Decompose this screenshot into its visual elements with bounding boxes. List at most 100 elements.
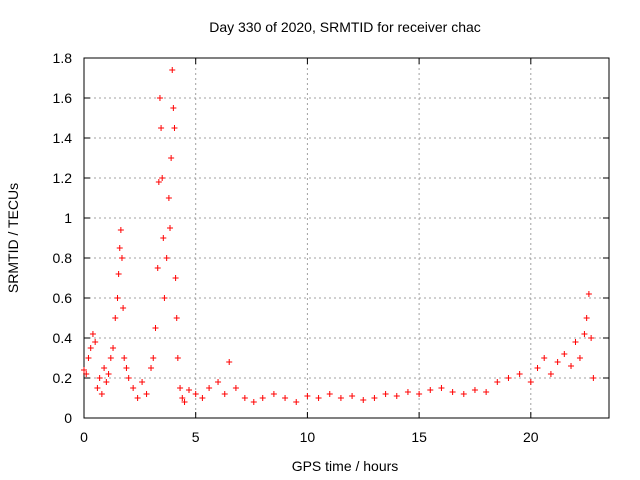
y-tick-label: 0.6 <box>53 290 73 306</box>
data-point <box>125 375 132 381</box>
data-point <box>89 331 96 337</box>
data-point <box>547 371 554 377</box>
y-tick-label: 0.8 <box>53 250 73 266</box>
data-point <box>117 227 124 233</box>
data-point <box>156 95 163 101</box>
data-point <box>583 315 590 321</box>
data-point <box>116 245 123 251</box>
y-tick-label: 1.8 <box>53 50 73 66</box>
data-point <box>250 399 257 405</box>
data-point <box>516 371 523 377</box>
data-point <box>107 355 114 361</box>
data-point <box>105 371 112 377</box>
data-point <box>110 345 117 351</box>
data-point <box>494 379 501 385</box>
data-point <box>120 305 127 311</box>
data-point <box>270 391 277 397</box>
chart-title: Day 330 of 2020, SRMTID for receiver cha… <box>209 19 481 35</box>
data-point <box>170 105 177 111</box>
data-point <box>576 355 583 361</box>
data-point <box>585 291 592 297</box>
grid-layer <box>84 58 609 418</box>
x-tick-label: 15 <box>411 429 427 445</box>
data-point <box>304 393 311 399</box>
data-point <box>121 355 128 361</box>
data-point <box>114 295 121 301</box>
data-point <box>572 339 579 345</box>
data-point <box>169 67 176 73</box>
data-point <box>92 339 99 345</box>
data-point <box>174 355 181 361</box>
data-point <box>541 355 548 361</box>
x-axis-label: GPS time / hours <box>292 458 399 474</box>
data-point <box>115 271 122 277</box>
data-point <box>393 393 400 399</box>
data-point <box>171 125 178 131</box>
data-point <box>438 385 445 391</box>
tick-layer: 0 0.2 0.4 0.6 0.8 1 1.2 1.4 1.6 1.8 0 5 10 15 20 <box>53 50 609 445</box>
data-point <box>179 395 186 401</box>
data-point <box>134 395 141 401</box>
data-point <box>186 387 192 393</box>
data-point <box>94 385 101 391</box>
data-point <box>139 379 146 385</box>
data-point <box>534 365 541 371</box>
data-point <box>167 225 174 231</box>
data-point <box>349 393 356 399</box>
data-point <box>371 395 378 401</box>
data-point <box>101 365 108 371</box>
data-point <box>215 379 222 385</box>
series-srmtid <box>81 67 597 405</box>
x-tick-label: 10 <box>300 429 316 445</box>
data-point <box>130 385 137 391</box>
data-point <box>163 255 170 261</box>
y-tick-label: 1.2 <box>53 170 73 186</box>
data-point <box>172 275 179 281</box>
data-point <box>416 391 423 397</box>
data-point <box>259 395 266 401</box>
data-point <box>98 391 105 397</box>
x-tick-label: 5 <box>192 429 200 445</box>
data-point <box>112 315 119 321</box>
data-point <box>337 395 344 401</box>
y-tick-label: 1.4 <box>53 130 73 146</box>
data-point <box>192 391 199 397</box>
data-point <box>241 395 248 401</box>
x-tick-label: 20 <box>523 429 539 445</box>
data-point <box>173 315 180 321</box>
data-point <box>232 385 239 391</box>
data-point <box>123 365 130 371</box>
data-point <box>83 371 90 377</box>
y-tick-label: 0.4 <box>53 330 73 346</box>
data-point <box>382 391 389 397</box>
data-point <box>206 385 213 391</box>
data-point <box>152 325 159 331</box>
data-point <box>404 389 411 395</box>
data-point <box>159 175 166 181</box>
data-point <box>590 375 597 381</box>
data-point <box>96 375 103 381</box>
data-point <box>554 359 561 365</box>
data-point <box>226 359 233 365</box>
data-point <box>581 331 588 337</box>
plot-frame <box>83 57 610 419</box>
data-point <box>168 155 175 161</box>
data-point <box>293 399 300 405</box>
data-point <box>155 179 162 185</box>
data-point <box>87 345 94 351</box>
data-point <box>118 255 125 261</box>
data-point <box>181 399 188 405</box>
data-point <box>160 235 167 241</box>
data-point <box>527 379 534 385</box>
data-point <box>561 351 568 357</box>
data-point <box>427 387 434 393</box>
data-point <box>471 387 478 393</box>
data-point <box>199 395 206 401</box>
y-tick-label: 1.6 <box>53 90 73 106</box>
data-point <box>154 265 161 271</box>
data-point <box>81 367 87 373</box>
data-point <box>221 391 228 397</box>
x-tick-label: 0 <box>80 429 88 445</box>
data-point <box>158 125 165 131</box>
